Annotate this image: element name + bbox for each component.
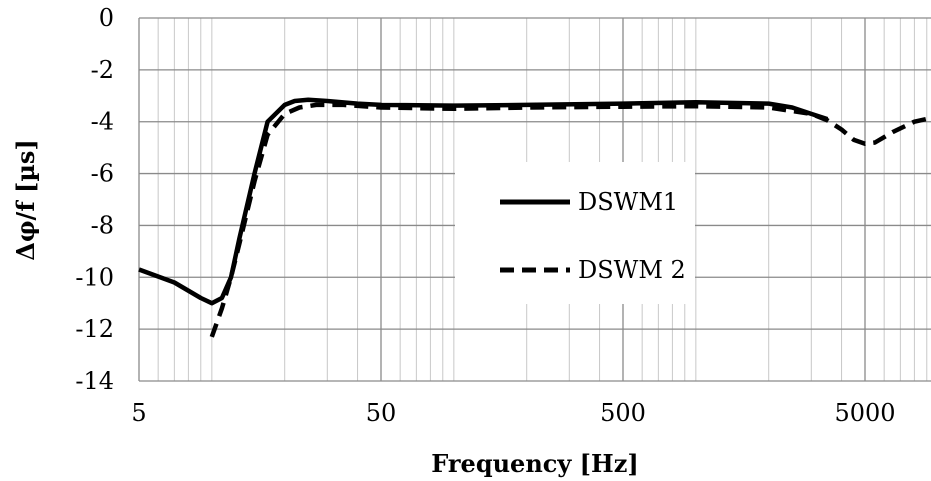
y-tick-label: 0 [99,4,114,32]
y-axis-title: Δφ/f [µs] [11,139,40,261]
y-tick-label: -12 [75,315,114,343]
y-axis-ticks: 0 -2 -4 -6 -8 -10 -12 -14 [75,4,114,395]
x-tick-label: 5 [131,399,146,427]
y-tick-label: -4 [91,108,114,136]
y-tick-label: -6 [91,160,114,188]
legend-label-dswm1: DSWM1 [578,188,678,216]
series-layer [138,97,931,338]
y-tick-label: -2 [91,56,114,84]
x-axis-title: Frequency [Hz] [431,449,638,478]
legend: DSWM1 DSWM 2 [455,162,695,304]
x-axis-ticks: 5 50 500 5000 [131,399,895,427]
y-tick-label: -8 [91,211,114,239]
series-line-1 [138,97,829,306]
x-tick-label: 500 [600,399,646,427]
y-tick-label: -14 [75,367,114,395]
y-tick-label: -10 [75,263,114,291]
x-tick-label: 5000 [834,399,895,427]
legend-label-dswm2: DSWM 2 [578,256,686,284]
series-line-2 [209,102,931,338]
x-tick-label: 50 [366,399,397,427]
legend-box [455,162,695,304]
